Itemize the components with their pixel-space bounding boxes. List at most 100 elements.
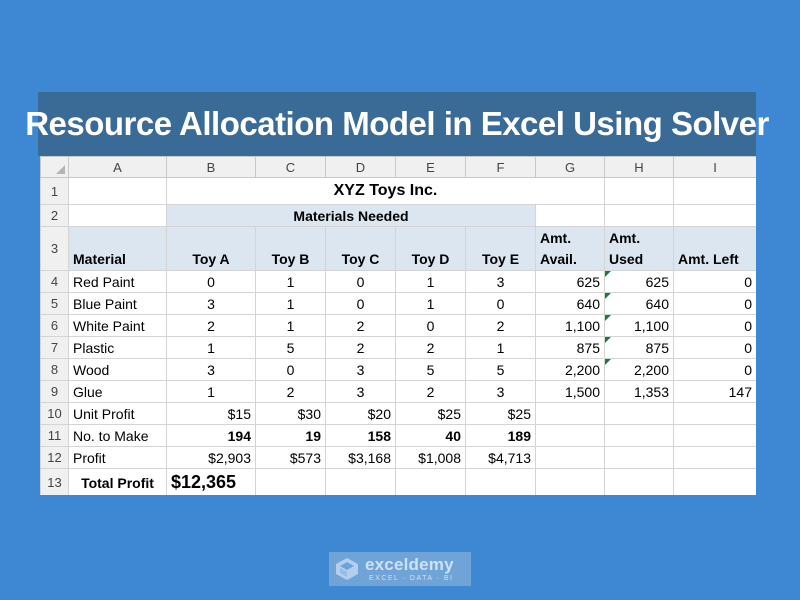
need-cell[interactable]: 2: [255, 380, 326, 403]
column-header-c[interactable]: C: [255, 156, 326, 178]
row-header-10[interactable]: 10: [40, 402, 69, 425]
column-header-b[interactable]: B: [166, 156, 256, 178]
amt-left-cell[interactable]: 0: [673, 358, 756, 381]
toy-d-header[interactable]: Toy D: [395, 226, 466, 271]
column-header-g[interactable]: G: [535, 156, 605, 178]
row-header-3[interactable]: 3: [40, 226, 69, 271]
need-cell[interactable]: 2: [166, 314, 256, 337]
cell-h1[interactable]: [604, 177, 674, 205]
unit-profit-cell[interactable]: $25: [465, 402, 536, 425]
amt-avail-cell[interactable]: 640: [535, 292, 605, 315]
quantity-cell[interactable]: 158: [325, 424, 396, 447]
cell-h12[interactable]: [604, 446, 674, 469]
quantity-cell[interactable]: 194: [166, 424, 256, 447]
need-cell[interactable]: 2: [465, 314, 536, 337]
cell-i12[interactable]: [673, 446, 756, 469]
cell-d13[interactable]: [325, 468, 396, 495]
cell-g13[interactable]: [535, 468, 605, 495]
row-header-12[interactable]: 12: [40, 446, 69, 469]
cell-g11[interactable]: [535, 424, 605, 447]
need-cell[interactable]: 2: [325, 314, 396, 337]
cell-i13[interactable]: [673, 468, 756, 495]
amt-used-cell[interactable]: 1,100: [604, 314, 674, 337]
cell-i1[interactable]: [673, 177, 756, 205]
row-header-8[interactable]: 8: [40, 358, 69, 381]
unit-profit-cell[interactable]: $30: [255, 402, 326, 425]
amt-avail-cell[interactable]: 625: [535, 270, 605, 293]
amt-used-header[interactable]: Amt. Used: [604, 226, 674, 271]
need-cell[interactable]: 1: [255, 270, 326, 293]
need-cell[interactable]: 1: [255, 292, 326, 315]
need-cell[interactable]: 3: [325, 358, 396, 381]
cell-g12[interactable]: [535, 446, 605, 469]
amt-left-cell[interactable]: 0: [673, 336, 756, 359]
need-cell[interactable]: 1: [255, 314, 326, 337]
column-header-e[interactable]: E: [395, 156, 466, 178]
material-name-cell[interactable]: Plastic: [68, 336, 167, 359]
need-cell[interactable]: 3: [325, 380, 396, 403]
cell-c13[interactable]: [255, 468, 326, 495]
need-cell[interactable]: 1: [395, 270, 466, 293]
profit-cell[interactable]: $573: [255, 446, 326, 469]
column-header-a[interactable]: A: [68, 156, 167, 178]
profit-cell[interactable]: $2,903: [166, 446, 256, 469]
material-name-cell[interactable]: White Paint: [68, 314, 167, 337]
need-cell[interactable]: 2: [325, 336, 396, 359]
material-column-header[interactable]: Material: [68, 226, 167, 271]
cell-a2[interactable]: [68, 204, 167, 227]
quantity-cell[interactable]: 40: [395, 424, 466, 447]
column-header-i[interactable]: I: [673, 156, 756, 178]
select-all-corner[interactable]: [40, 156, 69, 178]
need-cell[interactable]: 2: [395, 336, 466, 359]
cell-h10[interactable]: [604, 402, 674, 425]
cell-i2[interactable]: [673, 204, 756, 227]
cell-i10[interactable]: [673, 402, 756, 425]
column-header-d[interactable]: D: [325, 156, 396, 178]
toy-c-header[interactable]: Toy C: [325, 226, 396, 271]
cell-g10[interactable]: [535, 402, 605, 425]
need-cell[interactable]: 1: [465, 336, 536, 359]
toy-a-header[interactable]: Toy A: [166, 226, 256, 271]
profit-cell[interactable]: $1,008: [395, 446, 466, 469]
unit-profit-label[interactable]: Unit Profit: [68, 402, 167, 425]
amt-left-cell[interactable]: 0: [673, 292, 756, 315]
row-header-2[interactable]: 2: [40, 204, 69, 227]
amt-avail-cell[interactable]: 2,200: [535, 358, 605, 381]
need-cell[interactable]: 1: [395, 292, 466, 315]
need-cell[interactable]: 2: [395, 380, 466, 403]
cell-a1[interactable]: [68, 177, 167, 205]
need-cell[interactable]: 0: [255, 358, 326, 381]
unit-profit-cell[interactable]: $25: [395, 402, 466, 425]
need-cell[interactable]: 5: [465, 358, 536, 381]
need-cell[interactable]: 3: [166, 358, 256, 381]
column-header-f[interactable]: F: [465, 156, 536, 178]
amt-left-cell[interactable]: 147: [673, 380, 756, 403]
cell-g2[interactable]: [535, 204, 605, 227]
cell-e13[interactable]: [395, 468, 466, 495]
amt-used-cell[interactable]: 2,200: [604, 358, 674, 381]
need-cell[interactable]: 0: [395, 314, 466, 337]
cell-f13[interactable]: [465, 468, 536, 495]
company-title-cell[interactable]: XYZ Toys Inc.: [166, 177, 605, 205]
row-header-13[interactable]: 13: [40, 468, 69, 495]
material-name-cell[interactable]: Wood: [68, 358, 167, 381]
row-header-7[interactable]: 7: [40, 336, 69, 359]
amt-avail-cell[interactable]: 1,100: [535, 314, 605, 337]
unit-profit-cell[interactable]: $15: [166, 402, 256, 425]
need-cell[interactable]: 3: [465, 270, 536, 293]
row-header-4[interactable]: 4: [40, 270, 69, 293]
amt-left-header[interactable]: Amt. Left: [673, 226, 756, 271]
cell-h2[interactable]: [604, 204, 674, 227]
need-cell[interactable]: 5: [255, 336, 326, 359]
cell-h13[interactable]: [604, 468, 674, 495]
row-header-6[interactable]: 6: [40, 314, 69, 337]
no-to-make-label[interactable]: No. to Make: [68, 424, 167, 447]
column-header-h[interactable]: H: [604, 156, 674, 178]
cell-i11[interactable]: [673, 424, 756, 447]
row-header-5[interactable]: 5: [40, 292, 69, 315]
unit-profit-cell[interactable]: $20: [325, 402, 396, 425]
material-name-cell[interactable]: Red Paint: [68, 270, 167, 293]
cell-h11[interactable]: [604, 424, 674, 447]
quantity-cell[interactable]: 189: [465, 424, 536, 447]
need-cell[interactable]: 3: [166, 292, 256, 315]
